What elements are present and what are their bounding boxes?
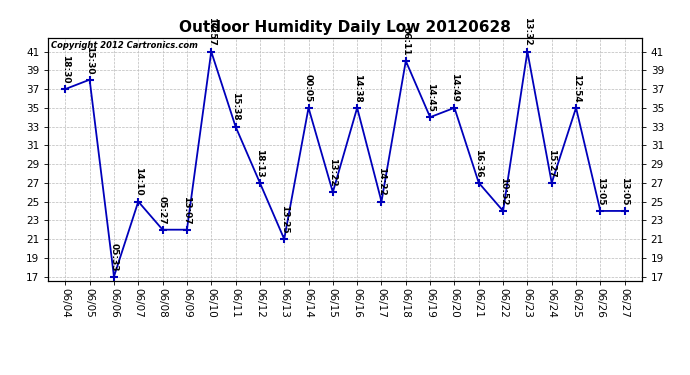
Text: 05:33: 05:33 bbox=[110, 243, 119, 271]
Text: 13:22: 13:22 bbox=[328, 158, 337, 187]
Text: 13:05: 13:05 bbox=[620, 177, 629, 206]
Text: 13:32: 13:32 bbox=[523, 17, 532, 46]
Text: 16:36: 16:36 bbox=[474, 148, 483, 177]
Text: 13:25: 13:25 bbox=[279, 205, 288, 234]
Text: 00:05: 00:05 bbox=[304, 74, 313, 102]
Text: 14:49: 14:49 bbox=[450, 73, 459, 102]
Text: 15:30: 15:30 bbox=[85, 46, 94, 74]
Text: 13:05: 13:05 bbox=[596, 177, 605, 206]
Text: 10:52: 10:52 bbox=[499, 177, 508, 206]
Text: 05:27: 05:27 bbox=[158, 195, 167, 224]
Title: Outdoor Humidity Daily Low 20120628: Outdoor Humidity Daily Low 20120628 bbox=[179, 20, 511, 35]
Text: 06:11: 06:11 bbox=[402, 27, 411, 56]
Text: 18:13: 18:13 bbox=[255, 148, 264, 177]
Text: 15:27: 15:27 bbox=[547, 148, 556, 177]
Text: Copyright 2012 Cartronics.com: Copyright 2012 Cartronics.com bbox=[51, 41, 198, 50]
Text: 14:10: 14:10 bbox=[134, 167, 143, 196]
Text: 18:30: 18:30 bbox=[61, 55, 70, 84]
Text: 17:57: 17:57 bbox=[207, 17, 216, 46]
Text: 14:22: 14:22 bbox=[377, 167, 386, 196]
Text: 15:38: 15:38 bbox=[231, 92, 240, 121]
Text: 14:45: 14:45 bbox=[426, 83, 435, 112]
Text: 14:38: 14:38 bbox=[353, 74, 362, 102]
Text: 12:54: 12:54 bbox=[571, 74, 580, 102]
Text: 13:07: 13:07 bbox=[182, 195, 191, 224]
